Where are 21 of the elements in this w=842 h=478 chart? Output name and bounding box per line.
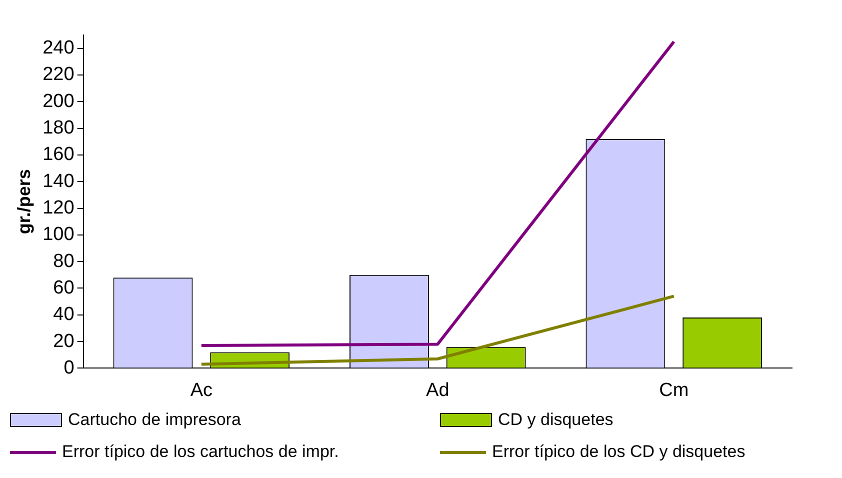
y-tick-label: 100 [42,224,74,246]
y-tick-label: 220 [42,64,74,86]
legend-label: Cartucho de impresora [68,410,241,430]
x-tick-label: Cm [659,380,689,401]
y-tick-label: 60 [53,277,74,298]
y-tick-label: 0 [64,357,74,378]
y-tick-label: 160 [42,144,74,166]
legend-label: Error típico de los CD y disquetes [492,442,746,462]
x-tick-label: Ac [190,380,213,401]
x-tick-label: Ad [426,380,450,401]
y-tick-label: 120 [42,198,74,218]
y-tick-label: 240 [42,38,74,59]
y-tick-label: 80 [53,250,74,272]
legend-label: Error típico de los cartuchos de impr. [62,442,339,462]
y-tick-label: 140 [42,170,74,192]
y-tick-label: 20 [53,330,74,352]
y-axis-title: gr./pers [14,169,34,234]
y-tick-label: 180 [42,118,74,139]
legend-label: CD y disquetes [498,410,614,430]
y-tick-label: 40 [53,304,74,326]
y-tick-label: 200 [42,90,74,112]
